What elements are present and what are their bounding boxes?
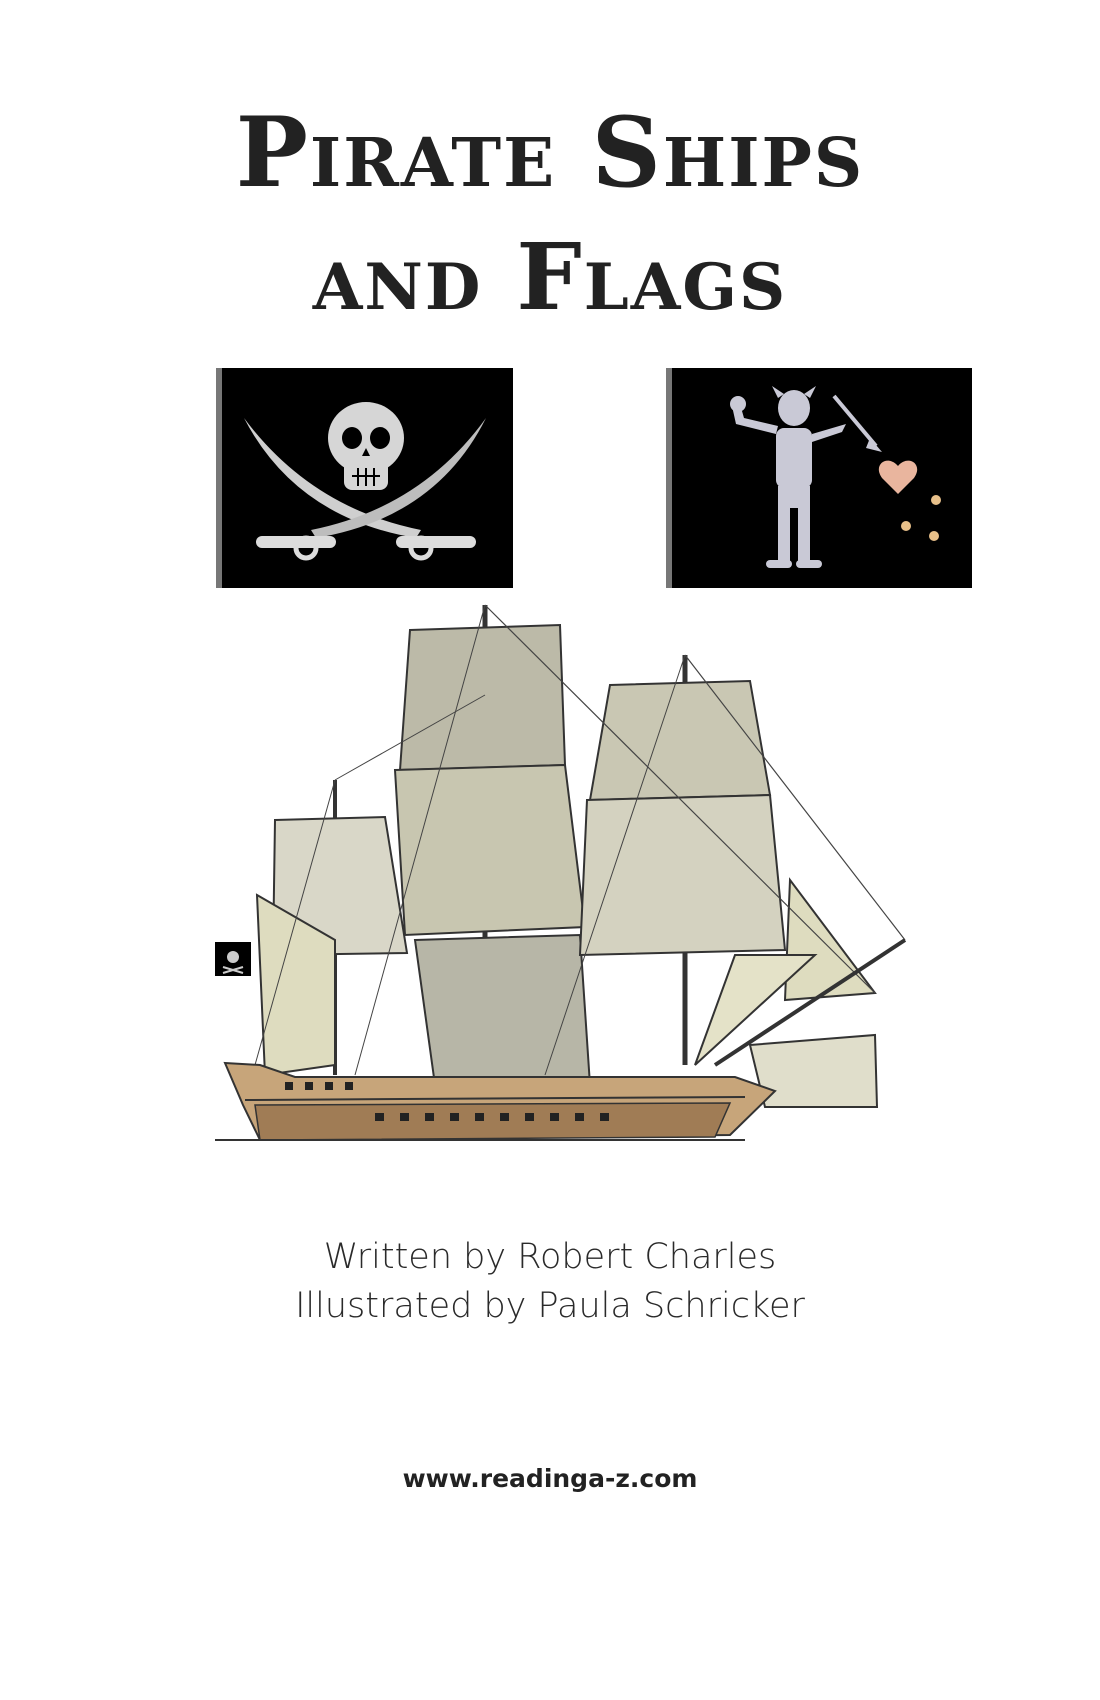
book-title-line-2: and Flags	[312, 223, 788, 331]
author-credit: Written by Robert Charles	[323, 1237, 777, 1277]
book-title-line-1: Pirate Ships	[235, 96, 865, 209]
publisher-url[interactable]: www.readinga-z.com	[402, 1464, 698, 1493]
skull-and-crossed-swords-icon	[216, 368, 513, 588]
illustrator-credit: Illustrated by Paula Schricker	[295, 1286, 805, 1326]
pirate-ship-icon	[215, 595, 975, 1195]
skeleton-with-spear-and-heart-icon	[666, 368, 972, 588]
